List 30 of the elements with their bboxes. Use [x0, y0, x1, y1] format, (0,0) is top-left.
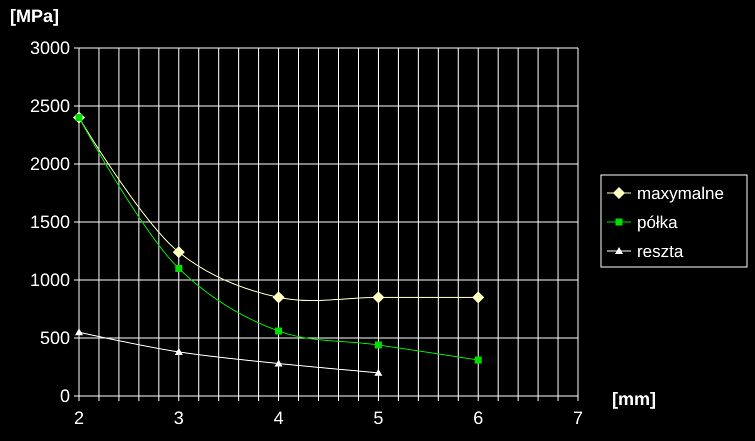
x-tick-label: 7	[572, 408, 584, 428]
legend-label: reszta	[637, 242, 684, 261]
point	[372, 291, 384, 304]
point	[272, 291, 285, 304]
point	[175, 264, 182, 272]
point	[75, 328, 83, 336]
point	[275, 328, 282, 335]
y-tick-label: 2500	[30, 96, 70, 116]
y-tick-label: 1000	[30, 270, 70, 290]
point	[274, 360, 283, 367]
point	[472, 291, 484, 304]
point	[374, 368, 382, 376]
x-tick-label: 5	[373, 408, 384, 428]
x-tick-label: 4	[274, 408, 284, 428]
legend-label: maxymalne	[637, 184, 724, 203]
x-tick-label: 2	[74, 408, 84, 428]
x-tick-label: 3	[174, 408, 184, 428]
point	[174, 348, 183, 355]
point	[474, 356, 482, 364]
point	[374, 341, 382, 348]
legend-label: półka	[637, 213, 678, 232]
y-tick-label: 500	[40, 328, 70, 348]
y-tick-label: 3000	[30, 38, 70, 58]
x-tick-label: 6	[473, 408, 484, 428]
point	[172, 246, 185, 258]
y-tick-label: 0	[60, 386, 70, 406]
y-axis-title: [MPa]	[10, 6, 59, 26]
y-tick-label: 1500	[30, 212, 70, 232]
x-axis-title: [mm]	[612, 389, 656, 409]
y-tick-label: 2000	[30, 154, 70, 174]
